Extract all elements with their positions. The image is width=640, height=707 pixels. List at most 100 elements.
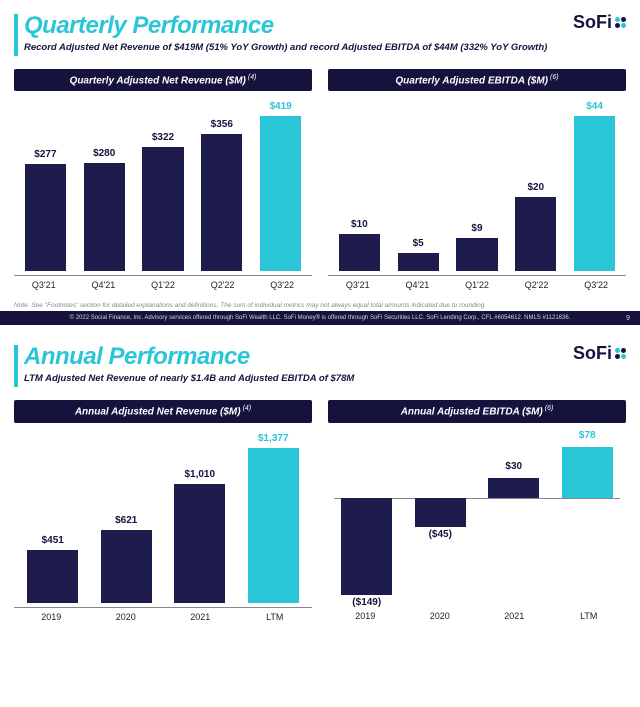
header: Quarterly Performance Record Adjusted Ne…	[14, 12, 626, 53]
bar-col: $280	[75, 101, 134, 271]
bar-col: ($149)	[330, 433, 404, 603]
bar-value-label: $30	[477, 461, 551, 472]
bar-value-label: ($45)	[404, 529, 478, 540]
bar-col: $9	[448, 101, 507, 271]
axis-label: Q2'22	[507, 280, 567, 290]
bar-col: $44	[565, 101, 624, 271]
axis-label: Q2'22	[193, 280, 253, 290]
bar	[456, 238, 497, 271]
bar-value-label: $451	[42, 535, 64, 546]
quarterly-charts: Quarterly Adjusted Net Revenue ($M)(4) $…	[14, 69, 626, 290]
bar-col: $621	[90, 433, 164, 603]
axis-label: 2021	[477, 611, 552, 621]
bar	[142, 147, 183, 271]
bar	[515, 197, 556, 271]
bar-col: $419	[251, 101, 310, 271]
axis: Q3'21Q4'21Q1'22Q2'22Q3'22	[328, 275, 626, 290]
bar-col: $1,010	[163, 433, 237, 603]
bar-area: $10 $5 $9 $20 $44	[328, 91, 626, 271]
bar	[574, 116, 615, 271]
bar-value-label: $419	[269, 101, 291, 112]
logo-dots-icon	[615, 348, 626, 359]
axis-label: 2020	[89, 612, 164, 622]
bar-value-label: $1,377	[258, 433, 289, 444]
bar-col: $5	[389, 101, 448, 271]
axis-label: Q3'21	[14, 280, 74, 290]
bar	[101, 530, 152, 603]
bar-value-label: $1,010	[184, 469, 215, 480]
axis-label: LTM	[552, 611, 627, 621]
annual-charts: Annual Adjusted Net Revenue ($M)(4) $451…	[14, 400, 626, 621]
logo-text: SoFi	[573, 343, 612, 364]
axis: 201920202021LTM	[328, 607, 626, 621]
sofi-logo: SoFi	[573, 12, 626, 33]
bar	[201, 134, 242, 272]
bar	[84, 163, 125, 271]
bar-col: $451	[16, 433, 90, 603]
bar	[174, 484, 225, 602]
bar-value-label: $322	[152, 132, 174, 143]
page-title: Quarterly Performance	[24, 12, 547, 40]
bar-value-label: $356	[211, 119, 233, 130]
bar-area: $451 $621 $1,010 $1,377	[14, 423, 312, 603]
axis-label: Q3'21	[328, 280, 388, 290]
accent-bar	[14, 14, 18, 56]
bar-col: $322	[134, 101, 193, 271]
bar-area: $277 $280 $322 $356 $419	[14, 91, 312, 271]
bar-value-label: $10	[351, 219, 368, 230]
bar-col: $1,377	[237, 433, 311, 603]
bar	[25, 164, 66, 271]
bar-col: $20	[506, 101, 565, 271]
chart-annual-revenue: Annual Adjusted Net Revenue ($M)(4) $451…	[14, 400, 312, 621]
bar	[415, 498, 466, 527]
chart-title: Annual Adjusted EBITDA ($M)(6)	[328, 400, 626, 422]
axis-label: 2020	[403, 611, 478, 621]
sofi-logo: SoFi	[573, 343, 626, 364]
slide-annual: Annual Performance LTM Adjusted Net Reve…	[0, 331, 640, 621]
axis-label: 2019	[14, 612, 89, 622]
bar-col: $277	[16, 101, 75, 271]
axis-label: Q1'22	[133, 280, 193, 290]
axis: 201920202021LTM	[14, 607, 312, 622]
axis-label: Q3'22	[252, 280, 312, 290]
bar	[562, 447, 613, 498]
bar-col: $78	[551, 433, 625, 603]
bar	[398, 253, 439, 271]
bar	[27, 550, 78, 603]
page-title: Annual Performance	[24, 343, 354, 371]
bar	[339, 234, 380, 271]
bar	[248, 448, 299, 603]
axis-label: LTM	[238, 612, 313, 622]
axis: Q3'21Q4'21Q1'22Q2'22Q3'22	[14, 275, 312, 290]
bar-col: ($45)	[404, 433, 478, 603]
chart-quarterly-revenue: Quarterly Adjusted Net Revenue ($M)(4) $…	[14, 69, 312, 290]
header: Annual Performance LTM Adjusted Net Reve…	[14, 343, 626, 384]
bar-value-label: $44	[586, 101, 603, 112]
bar-value-label: $78	[551, 430, 625, 441]
chart-quarterly-ebitda: Quarterly Adjusted EBITDA ($M)(6) $10$5$…	[328, 69, 626, 290]
bar-value-label: $277	[34, 149, 56, 160]
footnote: Note: See "Footnotes" section for detail…	[0, 298, 640, 311]
chart-title: Annual Adjusted Net Revenue ($M)(4)	[14, 400, 312, 422]
chart-title: Quarterly Adjusted EBITDA ($M)(6)	[328, 69, 626, 91]
axis-label: Q3'22	[566, 280, 626, 290]
bar-value-label: $621	[115, 515, 137, 526]
chart-title: Quarterly Adjusted Net Revenue ($M)(4)	[14, 69, 312, 91]
bar-value-label: $280	[93, 148, 115, 159]
bar	[341, 498, 392, 595]
bar-col: $356	[192, 101, 251, 271]
bar-value-label: $9	[471, 223, 482, 234]
page-subtitle: LTM Adjusted Net Revenue of nearly $1.4B…	[24, 373, 354, 384]
bar	[260, 116, 301, 271]
bar-col: $10	[330, 101, 389, 271]
bar-area-neg: ($149)($45) $30 $78	[328, 423, 626, 603]
bar	[488, 478, 539, 498]
slide-quarterly: Quarterly Performance Record Adjusted Ne…	[0, 0, 640, 290]
axis-label: Q4'21	[388, 280, 448, 290]
chart-annual-ebitda: Annual Adjusted EBITDA ($M)(6) ($149)($4…	[328, 400, 626, 621]
bar-col: $30	[477, 433, 551, 603]
page-subtitle: Record Adjusted Net Revenue of $419M (51…	[24, 42, 547, 53]
bar-value-label: $5	[413, 238, 424, 249]
axis-label: 2021	[163, 612, 238, 622]
logo-text: SoFi	[573, 12, 612, 33]
